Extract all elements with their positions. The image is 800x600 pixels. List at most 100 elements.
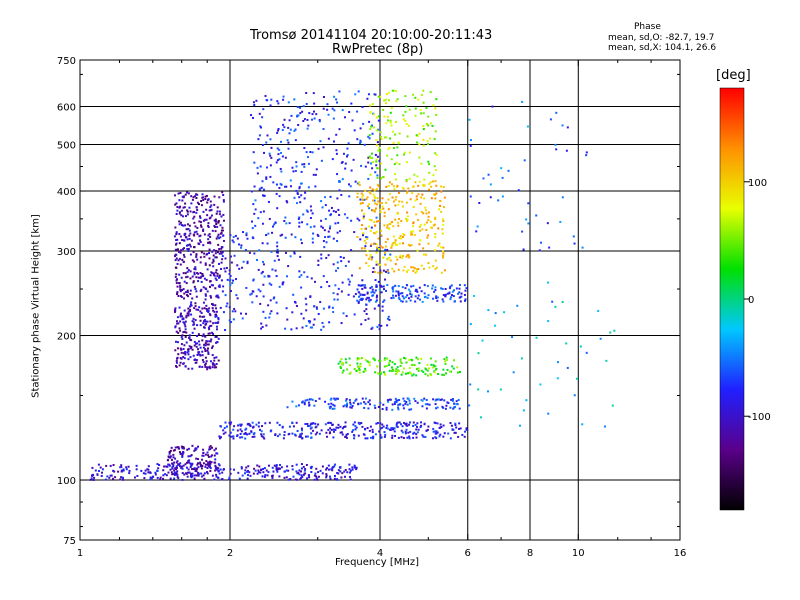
data-point <box>384 168 387 171</box>
data-point <box>222 432 225 435</box>
data-point <box>221 290 224 293</box>
data-point <box>435 432 438 435</box>
data-point <box>409 430 412 433</box>
data-point <box>272 181 275 184</box>
data-point <box>176 341 179 344</box>
data-point <box>421 399 424 402</box>
data-point <box>405 161 408 164</box>
data-point <box>283 219 286 222</box>
data-point <box>348 475 351 478</box>
data-point <box>440 190 443 193</box>
data-point <box>412 269 415 272</box>
data-point <box>234 234 237 237</box>
data-point <box>326 435 329 438</box>
data-point <box>387 185 390 188</box>
data-point <box>195 276 198 279</box>
data-point <box>269 175 272 178</box>
data-point <box>217 476 220 479</box>
data-point <box>205 322 208 325</box>
data-point <box>350 406 353 409</box>
data-point <box>390 297 393 300</box>
data-point <box>194 195 197 198</box>
data-point <box>429 91 432 94</box>
data-point <box>173 310 176 313</box>
data-point <box>433 165 436 168</box>
data-point <box>450 284 453 287</box>
data-point <box>114 476 117 479</box>
data-point <box>397 408 400 411</box>
data-point <box>211 346 214 349</box>
data-point <box>378 146 381 149</box>
data-point <box>357 301 360 304</box>
data-point <box>206 290 209 293</box>
data-point <box>336 293 339 296</box>
data-point <box>358 295 361 298</box>
data-point <box>427 219 430 222</box>
data-point <box>350 102 353 105</box>
data-point <box>245 286 248 289</box>
data-point <box>427 367 430 370</box>
data-point <box>380 271 383 274</box>
data-point <box>334 284 337 287</box>
data-point <box>331 423 334 426</box>
data-point <box>412 185 415 188</box>
data-point <box>162 474 165 477</box>
data-point <box>246 237 249 240</box>
data-point <box>400 362 403 365</box>
data-point <box>342 312 345 315</box>
data-point <box>256 472 259 475</box>
data-point <box>218 464 221 467</box>
data-point <box>264 316 267 319</box>
data-point <box>303 163 306 166</box>
data-point <box>198 220 201 223</box>
data-point <box>463 299 466 302</box>
data-point <box>503 311 506 314</box>
data-point <box>202 451 205 454</box>
data-point <box>117 470 120 473</box>
data-point <box>298 185 301 188</box>
data-point <box>345 433 348 436</box>
data-point <box>421 228 424 231</box>
data-point <box>199 276 202 279</box>
data-point <box>376 141 379 144</box>
data-point <box>175 249 178 252</box>
data-point <box>203 472 206 475</box>
data-point <box>286 201 289 204</box>
data-point <box>396 185 399 188</box>
data-point <box>212 272 215 275</box>
data-point <box>212 284 215 287</box>
y-tick-label: 75 <box>63 536 76 547</box>
data-point <box>408 367 411 370</box>
data-point <box>386 226 389 229</box>
data-point <box>367 257 370 260</box>
data-point <box>391 369 394 372</box>
data-point <box>190 239 193 242</box>
data-point <box>188 243 191 246</box>
data-point <box>457 292 460 295</box>
data-point <box>244 431 247 434</box>
data-point <box>384 270 387 273</box>
data-point <box>348 468 351 471</box>
data-point <box>300 274 303 277</box>
data-point <box>364 428 367 431</box>
data-point <box>599 337 602 340</box>
data-point <box>149 471 152 474</box>
data-point <box>318 397 321 400</box>
data-point <box>328 421 331 424</box>
data-point <box>295 478 298 481</box>
data-point <box>340 193 343 196</box>
data-point <box>438 435 441 438</box>
data-point <box>209 206 212 209</box>
data-point <box>373 93 376 96</box>
data-point <box>436 406 439 409</box>
data-point <box>266 166 269 169</box>
data-point <box>193 234 196 237</box>
data-point <box>158 464 161 467</box>
data-point <box>348 398 351 401</box>
data-point <box>315 477 318 480</box>
data-point <box>406 436 409 439</box>
data-point <box>177 259 180 262</box>
data-point <box>241 436 244 439</box>
data-point <box>330 397 333 400</box>
data-point <box>320 286 323 289</box>
